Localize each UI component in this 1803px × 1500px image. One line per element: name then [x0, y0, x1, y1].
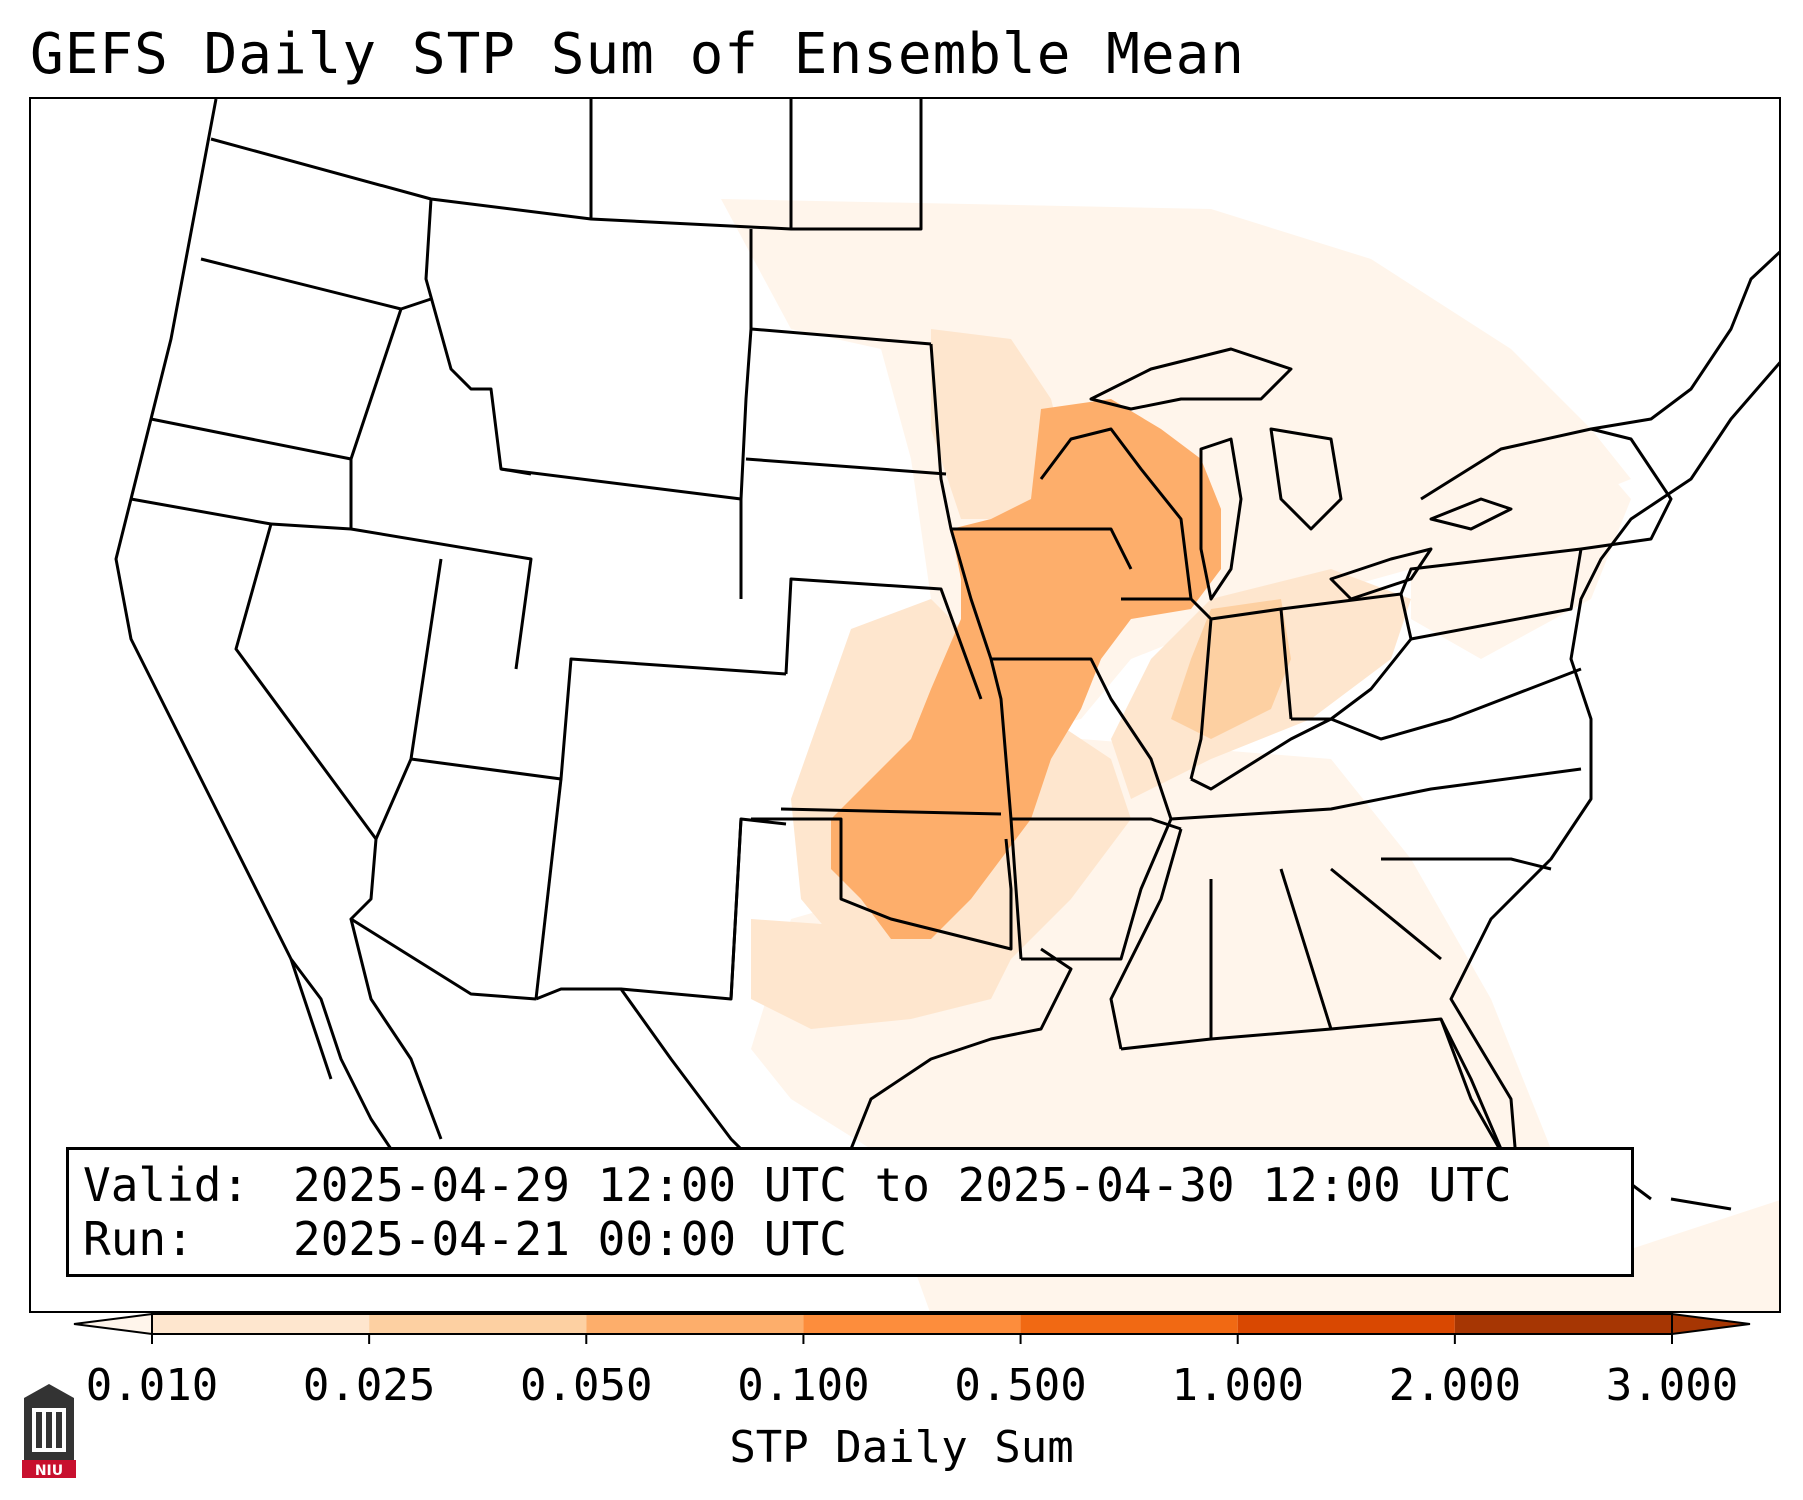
- chart-title: GEFS Daily STP Sum of Ensemble Mean: [30, 22, 1246, 87]
- stp-region-high: [831, 399, 1221, 939]
- colorbar-segment: [586, 1314, 804, 1334]
- map-canvas: [114, 99, 1779, 1311]
- lake-huron: [1269, 427, 1343, 531]
- stp-shading: [721, 199, 1779, 1311]
- colorbar-segment: [1454, 1314, 1672, 1334]
- state-boundaries: [114, 99, 1779, 1240]
- colorbar-tick-label: 0.010: [85, 1360, 219, 1411]
- colorbar-segment: [1020, 1314, 1238, 1334]
- valid-label: Valid:: [83, 1158, 250, 1212]
- lake-erie: [1329, 547, 1433, 601]
- stp-region-light-east: [1411, 429, 1631, 659]
- logo-text: NIU: [35, 1463, 63, 1479]
- colorbar-tick-label: 0.025: [302, 1360, 436, 1411]
- run-row: Run: 2025-04-21 00:00 UTC: [83, 1212, 1617, 1266]
- lake-michigan: [1199, 437, 1243, 601]
- colorbar-tick-label: 2.000: [1388, 1360, 1522, 1411]
- run-value: 2025-04-21 00:00 UTC: [293, 1212, 847, 1266]
- niu-logo: NIU: [22, 1384, 76, 1479]
- run-label: Run:: [83, 1212, 194, 1266]
- west-coast: [114, 99, 443, 1240]
- colorbar-outline: [151, 1313, 1673, 1335]
- map-panel: [29, 97, 1781, 1313]
- texas: [619, 818, 1073, 1201]
- valid-value: 2025-04-29 12:00 UTC to 2025-04-30 12:00…: [293, 1158, 1512, 1212]
- colorbar-tick-label: 3.000: [1605, 1360, 1739, 1411]
- stp-region-low-gulf: [751, 919, 1011, 1029]
- colorbar-segment: [369, 1314, 587, 1334]
- colorbar-segment: [803, 1314, 1021, 1334]
- us-canada-border: [210, 99, 923, 231]
- lake-ontario: [1429, 497, 1513, 531]
- colorbar-label: STP Daily Sum: [729, 1422, 1074, 1473]
- colorbar-tick-label: 0.050: [520, 1360, 653, 1411]
- colorbar-tick-label: 0.500: [954, 1360, 1087, 1411]
- colorbar-ticks: 0.010 0.025 0.050 0.100 0.500 1.000 2.000 3.000: [0, 1360, 1803, 1420]
- valid-run-box: Valid: 2025-04-29 12:00 UTC to 2025-04-30…: [66, 1147, 1634, 1277]
- colorbar-segment: [1237, 1314, 1455, 1334]
- colorbar-tick-label: 0.100: [737, 1360, 870, 1411]
- stp-region-high-indiana: [1171, 599, 1291, 739]
- east-coast: [1449, 361, 1779, 1220]
- colorbar-segment: [152, 1314, 370, 1334]
- lake-superior: [1089, 347, 1293, 411]
- colorbar-extend-low: [73, 1312, 153, 1336]
- colorbar: [73, 1312, 1751, 1344]
- valid-row: Valid: 2025-04-29 12:00 UTC to 2025-04-30…: [83, 1158, 1617, 1212]
- colorbar-extend-high: [1671, 1312, 1751, 1336]
- colorbar-tick-label: 1.000: [1171, 1360, 1304, 1411]
